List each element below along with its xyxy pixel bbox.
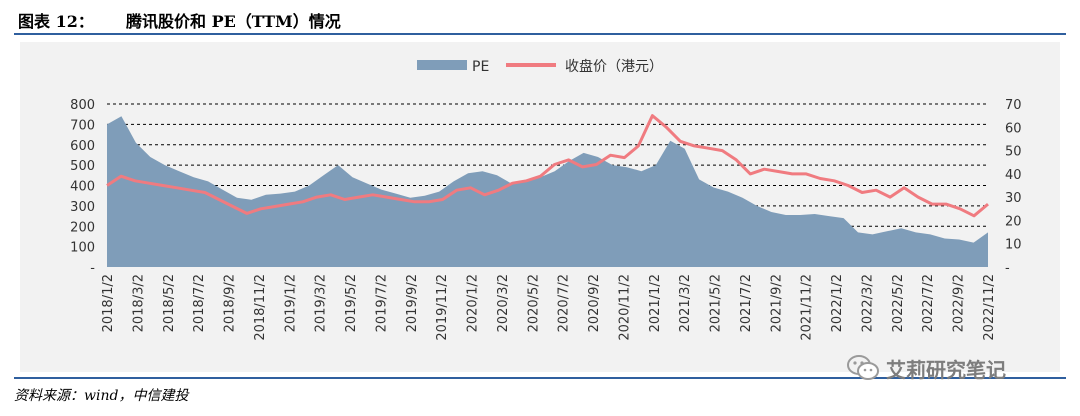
price-series <box>106 114 989 218</box>
x-axis: 2018/1/2 2018/3/2 2018/5/2 2018/7/2 2018/9/2… <box>101 274 997 341</box>
y-right-tick-label: 30 <box>1005 191 1022 206</box>
figure-label: 图表 12： <box>18 12 94 31</box>
x-tick-label: 2021/3/2 <box>678 274 693 332</box>
watermark: 艾莉研究笔记 <box>846 352 1056 384</box>
x-tick-label: 2020/7/2 <box>557 274 572 332</box>
y-axis-right: 70 60 50 40 30 20 10 - <box>1005 98 1022 276</box>
x-tick-label: 2022/11/2 <box>982 274 997 341</box>
watermark-text: 艾莉研究笔记 <box>886 357 1006 382</box>
legend-swatch-price <box>506 63 556 67</box>
x-tick-label: 2020/1/2 <box>466 274 481 332</box>
chart: PE 收盘价（港元） 800 700 600 500 400 300 200 100 - 70 6… <box>70 58 1022 341</box>
x-tick-label: 2018/1/2 <box>101 274 116 332</box>
x-tick-label: 2020/9/2 <box>587 274 602 332</box>
bottom-rule <box>14 377 1066 379</box>
x-tick-label: 2021/11/2 <box>800 274 815 341</box>
x-tick-label: 2018/3/2 <box>131 274 146 332</box>
chart-title: 腾讯股价和 PE（TTM）情况 <box>126 12 341 31</box>
pe-series <box>107 116 988 267</box>
wechat-icon <box>847 355 879 380</box>
x-tick-label: 2022/7/2 <box>921 274 936 332</box>
y-left-tick-label: 100 <box>70 241 95 256</box>
y-left-tick-label: 400 <box>70 180 95 195</box>
figure-header: 图表 12： 腾讯股价和 PE（TTM）情况 <box>14 4 1066 31</box>
y-right-tick-label: 60 <box>1005 121 1022 136</box>
x-tick-label: 2019/11/2 <box>435 274 450 341</box>
x-tick-label: 2021/9/2 <box>769 274 784 332</box>
legend: PE 收盘价（港元） <box>417 58 663 75</box>
x-tick-label: 2018/5/2 <box>162 274 177 332</box>
x-tick-label: 2019/7/2 <box>374 274 389 332</box>
x-tick-label: 2021/1/2 <box>648 274 663 332</box>
legend-label-pe: PE <box>472 59 489 75</box>
y-right-tick-label: 10 <box>1005 238 1022 253</box>
y-left-tick-label: 600 <box>70 139 95 154</box>
legend-swatch-pe <box>417 60 467 70</box>
y-axis-left: 800 700 600 500 400 300 200 100 - <box>70 98 95 276</box>
y-left-tick-label: 200 <box>70 220 95 235</box>
x-tick-label: 2019/5/2 <box>344 274 359 332</box>
x-tick-label: 2018/9/2 <box>223 274 238 332</box>
y-left-tick-label: 500 <box>70 159 95 174</box>
x-tick-label: 2021/5/2 <box>709 274 724 332</box>
x-tick-label: 2020/11/2 <box>617 274 632 341</box>
y-left-tick-label: - <box>90 261 95 276</box>
x-tick-label: 2020/5/2 <box>526 274 541 332</box>
y-right-tick-label: 70 <box>1005 98 1022 113</box>
y-right-tick-label: - <box>1005 261 1010 276</box>
y-left-tick-label: 800 <box>70 98 95 113</box>
y-left-tick-label: 300 <box>70 200 95 215</box>
top-rule <box>14 33 1066 35</box>
x-tick-label: 2020/3/2 <box>496 274 511 332</box>
y-right-tick-label: 40 <box>1005 168 1022 183</box>
x-tick-label: 2021/7/2 <box>739 274 754 332</box>
x-tick-label: 2018/7/2 <box>192 274 207 332</box>
x-tick-label: 2022/1/2 <box>830 274 845 332</box>
x-tick-label: 2022/3/2 <box>860 274 875 332</box>
x-tick-label: 2022/9/2 <box>952 274 967 332</box>
pe-area <box>107 116 988 267</box>
x-tick-label: 2019/9/2 <box>405 274 420 332</box>
legend-label-price: 收盘价（港元） <box>565 58 663 75</box>
source-note: 资料来源：wind，中信建投 <box>14 388 189 404</box>
price-line <box>106 114 989 218</box>
x-tick-label: 2022/5/2 <box>891 274 906 332</box>
x-tick-label: 2019/3/2 <box>314 274 329 332</box>
x-tick-label: 2018/11/2 <box>253 274 268 341</box>
y-right-tick-label: 50 <box>1005 145 1022 160</box>
y-left-tick-label: 700 <box>70 118 95 133</box>
x-tick-label: 2019/1/2 <box>283 274 298 332</box>
y-right-tick-label: 20 <box>1005 214 1022 229</box>
